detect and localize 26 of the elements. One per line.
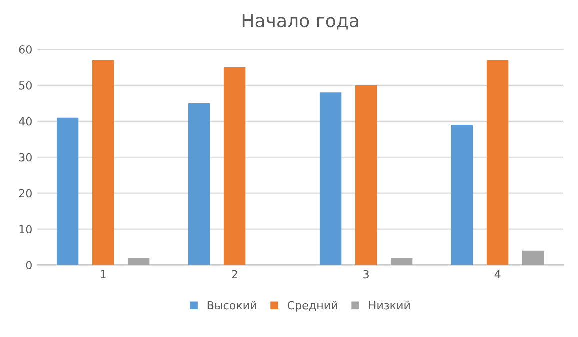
chart-title: Начало года bbox=[242, 14, 358, 30]
bar bbox=[224, 68, 246, 266]
y-tick-label: 10 bbox=[20, 225, 32, 234]
y-tick-label: 0 bbox=[26, 261, 32, 270]
y-tick-label: 20 bbox=[19, 189, 32, 198]
legend-label: Низкий bbox=[369, 301, 410, 310]
y-tick-label: 60 bbox=[19, 46, 32, 54]
y-tick-label: 30 bbox=[19, 153, 32, 162]
bar bbox=[355, 85, 378, 266]
x-tick-label: 1 bbox=[101, 270, 106, 279]
bar bbox=[128, 258, 150, 266]
bar bbox=[320, 92, 342, 266]
x-tick-label: 2 bbox=[232, 270, 238, 279]
x-tick-label: 4 bbox=[494, 270, 501, 279]
legend-label: Высокий bbox=[208, 301, 256, 310]
y-tick-label: 40 bbox=[19, 117, 32, 126]
bar bbox=[451, 125, 474, 266]
x-tick-label: 3 bbox=[364, 270, 369, 279]
bar bbox=[92, 60, 114, 266]
bar bbox=[390, 258, 413, 266]
bar bbox=[188, 103, 210, 266]
bar bbox=[522, 250, 544, 266]
bar bbox=[486, 60, 509, 266]
y-tick-label: 50 bbox=[19, 81, 32, 90]
bar bbox=[56, 118, 79, 266]
legend-label: Средний bbox=[288, 301, 338, 312]
